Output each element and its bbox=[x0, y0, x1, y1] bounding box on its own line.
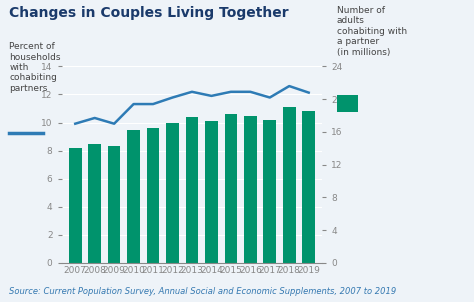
Bar bbox=[302, 111, 315, 263]
Bar bbox=[283, 107, 296, 263]
Bar bbox=[128, 130, 140, 263]
Text: Number of
adults
cohabiting with
a partner
(in millions): Number of adults cohabiting with a partn… bbox=[337, 6, 407, 57]
Bar bbox=[108, 146, 120, 263]
Bar bbox=[166, 123, 179, 263]
Text: Percent of
households
with
cohabiting
partners: Percent of households with cohabiting pa… bbox=[9, 42, 61, 93]
Bar bbox=[69, 148, 82, 263]
Bar bbox=[225, 114, 237, 263]
Bar bbox=[264, 120, 276, 263]
Bar bbox=[205, 121, 218, 263]
Text: Source: Current Population Survey, Annual Social and Economic Supplements, 2007 : Source: Current Population Survey, Annua… bbox=[9, 287, 397, 296]
Bar bbox=[186, 117, 198, 263]
Bar bbox=[88, 143, 101, 263]
Bar bbox=[244, 115, 256, 263]
Text: Changes in Couples Living Together: Changes in Couples Living Together bbox=[9, 6, 289, 20]
Bar bbox=[147, 128, 159, 263]
